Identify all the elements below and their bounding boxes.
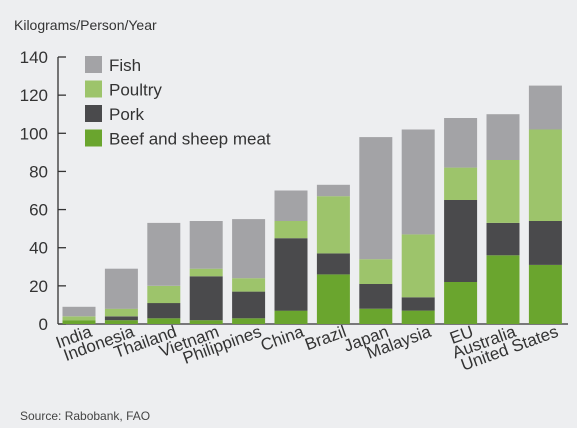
legend-swatch <box>85 129 102 147</box>
bar-segment <box>528 85 562 130</box>
bar-segment <box>444 282 478 324</box>
bar-segment <box>232 291 266 319</box>
bar-segment <box>104 268 138 309</box>
bar-segment <box>232 278 266 292</box>
bar-segment <box>274 190 308 221</box>
bar-segment <box>189 268 223 277</box>
x-axis-labels: IndiaIndonesiaThailandVietnamPhilippines… <box>53 322 561 375</box>
bar-segment <box>486 114 520 160</box>
y-tick-label: 60 <box>29 201 48 220</box>
bar-segment <box>316 196 350 254</box>
bar-segment <box>316 253 350 275</box>
bar-segment <box>147 303 181 319</box>
bar-segment <box>528 264 562 324</box>
y-tick-label: 120 <box>20 86 48 105</box>
bar-segment <box>104 316 138 321</box>
legend-label: Poultry <box>109 81 162 100</box>
bar-segment <box>528 221 562 265</box>
bar-segment <box>401 129 435 235</box>
x-tick-label: Philippines <box>180 322 264 368</box>
bar-segment <box>62 316 96 321</box>
legend-label: Fish <box>109 56 141 75</box>
bar-segment <box>274 221 308 239</box>
legend-swatch <box>85 105 102 122</box>
bar-segment <box>62 320 96 324</box>
x-tick-label: China <box>258 322 307 355</box>
bar-segment <box>486 222 520 256</box>
bar-segment <box>62 306 96 317</box>
bar-segment <box>189 221 223 269</box>
y-tick-label: 80 <box>29 162 48 181</box>
bar-segment <box>359 137 393 260</box>
legend-swatch <box>85 80 102 98</box>
y-tick-label: 20 <box>29 277 48 296</box>
legend-swatch <box>85 56 102 73</box>
y-tick-label: 140 <box>20 48 48 67</box>
bar-segment <box>401 310 435 324</box>
bar-segment <box>104 308 138 317</box>
bar-segment <box>486 160 520 223</box>
legend-label: Pork <box>109 105 144 124</box>
bar-segment <box>316 184 350 197</box>
source-note: Source: Rabobank, FAO <box>20 409 150 423</box>
bar-segment <box>401 234 435 298</box>
bar-segment <box>232 219 266 279</box>
bars <box>62 85 562 324</box>
bar-segment <box>528 129 562 221</box>
y-tick-label: 0 <box>39 315 48 334</box>
bar-segment <box>444 167 478 200</box>
bar-segment <box>359 283 393 309</box>
bar-segment <box>147 318 181 324</box>
bar-segment <box>274 310 308 324</box>
y-axis: 0 20 40 60 80 100 120 140 <box>20 48 568 334</box>
legend: Fish Poultry Pork Beef and sheep meat <box>85 56 271 149</box>
bar-segment <box>444 118 478 168</box>
legend-label: Beef and sheep meat <box>109 130 271 149</box>
bar-segment <box>147 222 181 286</box>
y-axis-unit-label: Kilograms/Person/Year <box>14 17 157 33</box>
bar-segment <box>104 320 138 324</box>
bar-segment <box>147 285 181 304</box>
bar-segment <box>189 276 223 321</box>
bar-segment <box>444 200 478 282</box>
bar-segment <box>232 318 266 324</box>
bar-segment <box>359 259 393 284</box>
y-tick-label: 40 <box>29 239 48 258</box>
y-tick-label: 100 <box>20 124 48 143</box>
bar-segment <box>274 238 308 311</box>
bar-segment <box>401 297 435 311</box>
bar-segment <box>316 274 350 324</box>
bar-segment <box>359 308 393 324</box>
bar-segment <box>189 320 223 324</box>
bar-segment <box>486 255 520 324</box>
